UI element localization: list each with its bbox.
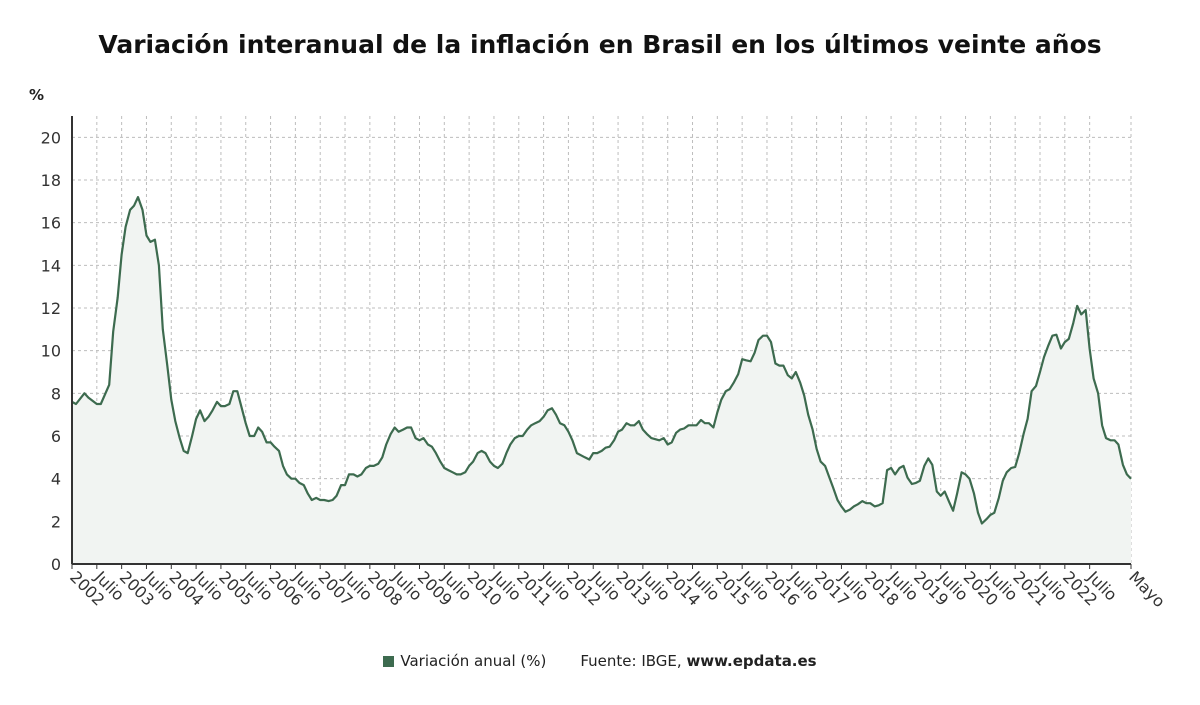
x-tick-label: Mayo bbox=[1125, 567, 1169, 611]
legend-swatch bbox=[383, 656, 395, 667]
line-chart: 0 2 4 6 8 10 12 14 16 18 20 2002Julio2003Julio2004… bbox=[41, 116, 1169, 611]
y-tick-label: 8 bbox=[51, 384, 61, 403]
y-tick-label: 18 bbox=[41, 171, 61, 190]
y-tick-label: 20 bbox=[41, 128, 61, 147]
axes bbox=[71, 116, 1131, 565]
y-tick-label: 12 bbox=[41, 299, 61, 318]
area-fill bbox=[72, 197, 1131, 564]
source-url[interactable]: www.epdata.es bbox=[686, 652, 817, 670]
series-line bbox=[71, 196, 1132, 525]
y-tick-label: 0 bbox=[51, 555, 61, 574]
x-axis-ticks: 2002Julio2003Julio2004Julio2005Julio2006… bbox=[66, 564, 1169, 611]
y-tick-label: 16 bbox=[41, 214, 61, 233]
y-tick-label: 6 bbox=[51, 427, 61, 446]
y-axis-ticks: 0 2 4 6 8 10 12 14 16 18 20 bbox=[41, 128, 61, 574]
y-tick-label: 14 bbox=[41, 256, 61, 275]
y-tick-label: 2 bbox=[51, 512, 61, 531]
chart-footer: Variación anual (%) Fuente: IBGE, www.epd… bbox=[0, 652, 1200, 670]
legend-label: Variación anual (%) bbox=[400, 652, 547, 670]
y-tick-label: 4 bbox=[51, 470, 61, 489]
y-axis-unit-label: % bbox=[29, 86, 45, 104]
source-prefix: Fuente: IBGE, bbox=[580, 652, 682, 670]
y-tick-label: 10 bbox=[41, 342, 61, 361]
chart-title: Variación interanual de la inflación en … bbox=[98, 30, 1102, 59]
